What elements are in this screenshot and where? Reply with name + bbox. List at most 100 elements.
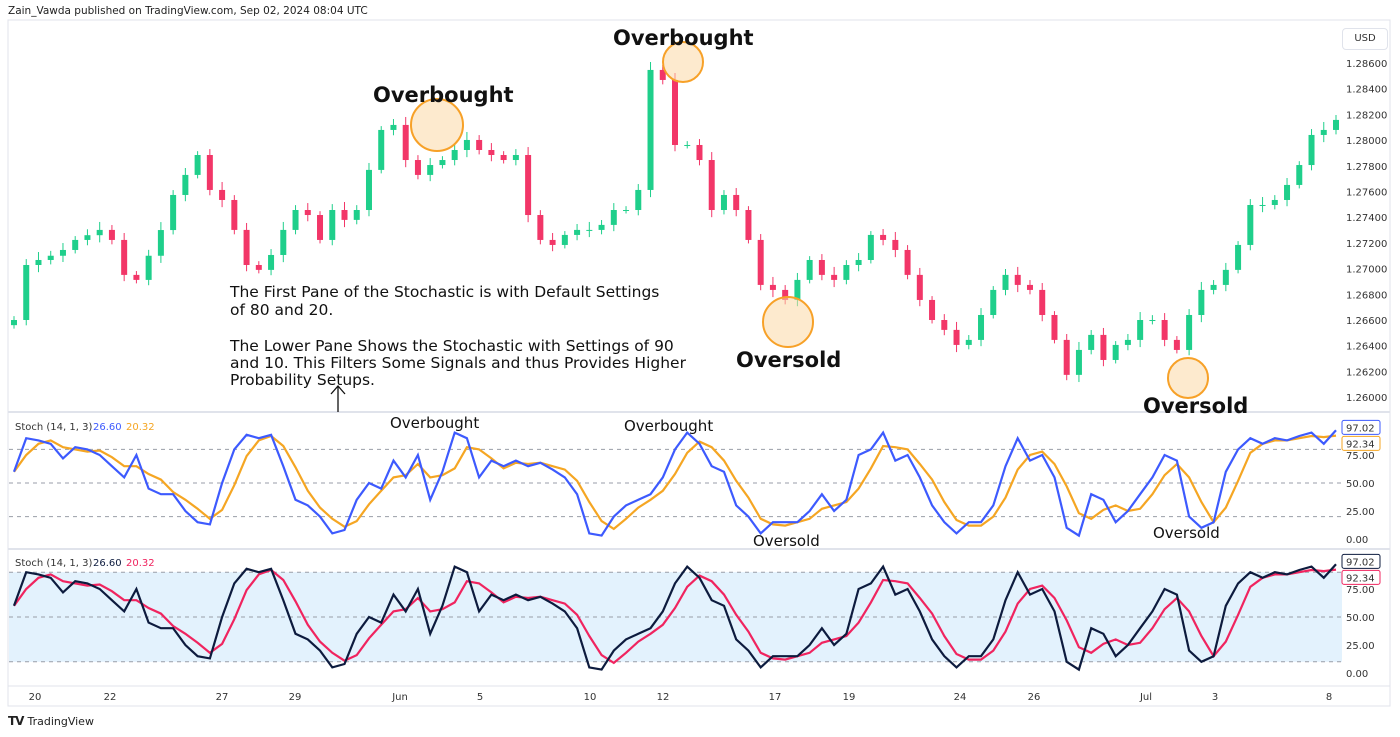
candle-body	[243, 229, 250, 266]
candle-body	[1186, 314, 1193, 350]
last-value-text: 97.02	[1346, 557, 1375, 568]
upper-stoch-lines	[12, 429, 1337, 538]
candle-body	[500, 155, 507, 161]
candle-body	[1075, 349, 1082, 375]
overbought-circle	[662, 41, 704, 83]
d-value: 20.32	[126, 558, 155, 569]
lower-stoch-lines	[12, 563, 1337, 672]
price-tick: 1.27000	[1346, 265, 1387, 276]
date-tick: 5	[477, 692, 483, 703]
candle-body	[1210, 284, 1217, 290]
candle-body	[733, 194, 740, 211]
candle-body	[341, 210, 348, 220]
candle-body	[1173, 339, 1180, 350]
candle-body	[292, 210, 299, 230]
price-axis[interactable]: 1.28600 1.28400 1.28200 1.28000 1.27800 1.276…	[1346, 59, 1387, 404]
candle-body	[880, 234, 887, 240]
date-tick: 20	[29, 692, 42, 703]
candle-body	[684, 144, 691, 146]
price-tick: 1.28000	[1346, 136, 1387, 147]
candle-body	[1112, 344, 1119, 360]
last-value-badge	[1341, 419, 1381, 435]
candle-body	[867, 234, 874, 260]
candle-body	[439, 160, 446, 166]
footer: TV TradingView	[8, 714, 94, 728]
candle-body	[1222, 269, 1229, 285]
candle-body	[904, 249, 911, 275]
candle-body	[390, 124, 397, 130]
last-value-text: 92.34	[1346, 573, 1375, 584]
candle-body	[145, 255, 152, 280]
candle-body	[1149, 320, 1156, 321]
price-candles	[11, 61, 1339, 383]
last-value-text: 92.34	[1346, 439, 1375, 450]
candle-body	[108, 229, 115, 240]
candle-body	[574, 229, 581, 235]
oversold-circle	[1167, 357, 1209, 399]
price-tick: 1.26000	[1346, 393, 1387, 404]
candle-body	[47, 255, 54, 260]
candle-body	[916, 274, 923, 300]
candle-body	[696, 144, 703, 161]
oversold-label: Oversold	[736, 348, 841, 372]
price-tick: 1.27800	[1346, 162, 1387, 173]
candle-body	[427, 165, 434, 175]
candle-body	[855, 259, 862, 266]
date-tick: 8	[1326, 692, 1332, 703]
note-line: Probability Setups.	[230, 371, 375, 389]
candle-body	[1161, 320, 1168, 340]
stoch-tick: 75.00	[1346, 451, 1375, 462]
stoch-tick: 50.00	[1346, 613, 1375, 624]
candle-body	[1002, 274, 1009, 290]
candle-body	[561, 234, 568, 245]
candle-body	[157, 230, 164, 256]
candle-body	[1088, 334, 1095, 350]
candle-body	[623, 210, 630, 212]
stoch-axes[interactable]: 75.00 50.00 25.00 0.00 75.00 50.00 25.00 0.00	[1346, 451, 1375, 680]
overbought-label: Overbought	[613, 26, 754, 50]
last-value-badge	[1341, 569, 1381, 585]
time-axis[interactable]: 20 22 27 29 Jun 5 10 12 17 19 24 26 Jul 3 8	[29, 692, 1333, 703]
candle-body	[1259, 204, 1266, 206]
stoch-tick: 75.00	[1346, 585, 1375, 596]
candle-body	[941, 320, 948, 330]
date-tick: 3	[1212, 692, 1218, 703]
indicator-name: Stoch (14, 1, 3)	[15, 558, 92, 569]
date-tick: 22	[104, 692, 117, 703]
candle-body	[978, 314, 985, 340]
candle-body	[610, 210, 617, 225]
candle-body	[206, 155, 213, 190]
k-line	[12, 563, 1337, 672]
arrow-up-icon	[330, 385, 346, 412]
candle-body	[304, 210, 311, 216]
candle-body	[317, 215, 324, 240]
candle-body	[818, 259, 825, 275]
price-tick: 1.27600	[1346, 188, 1387, 199]
stoch-overbought-label: Overbought	[390, 414, 479, 432]
date-tick: 19	[843, 692, 856, 703]
candle-body	[463, 139, 470, 150]
candle-body	[329, 210, 336, 240]
explanation-note: The First Pane of the Stochastic is with…	[229, 283, 687, 389]
indicator-name: Stoch (14, 1, 3)	[15, 422, 92, 433]
price-tick: 1.28600	[1346, 59, 1387, 70]
currency-button[interactable]: USD	[1342, 28, 1388, 50]
candle-body	[23, 265, 30, 320]
price-tick: 1.26800	[1346, 290, 1387, 301]
price-tick: 1.27200	[1346, 239, 1387, 250]
candle-body	[414, 160, 421, 175]
stoch-oversold-label: Oversold	[753, 532, 820, 550]
candle-body	[1320, 129, 1327, 135]
upper-stoch-legend[interactable]: Stoch (14, 1, 3) 26.60 20.32	[15, 422, 155, 433]
candle-body	[794, 279, 801, 300]
candle-body	[182, 174, 189, 195]
candle-body	[757, 239, 764, 285]
k-line	[12, 429, 1337, 538]
candle-body	[1198, 289, 1205, 315]
lower-stoch-legend[interactable]: Stoch (14, 1, 3) 26.60 20.32	[15, 558, 155, 569]
note-line: The First Pane of the Stochastic is with…	[229, 283, 659, 301]
candle-body	[1284, 184, 1291, 200]
candle-body	[451, 149, 458, 161]
tradingview-logo-icon: TV	[8, 714, 25, 728]
